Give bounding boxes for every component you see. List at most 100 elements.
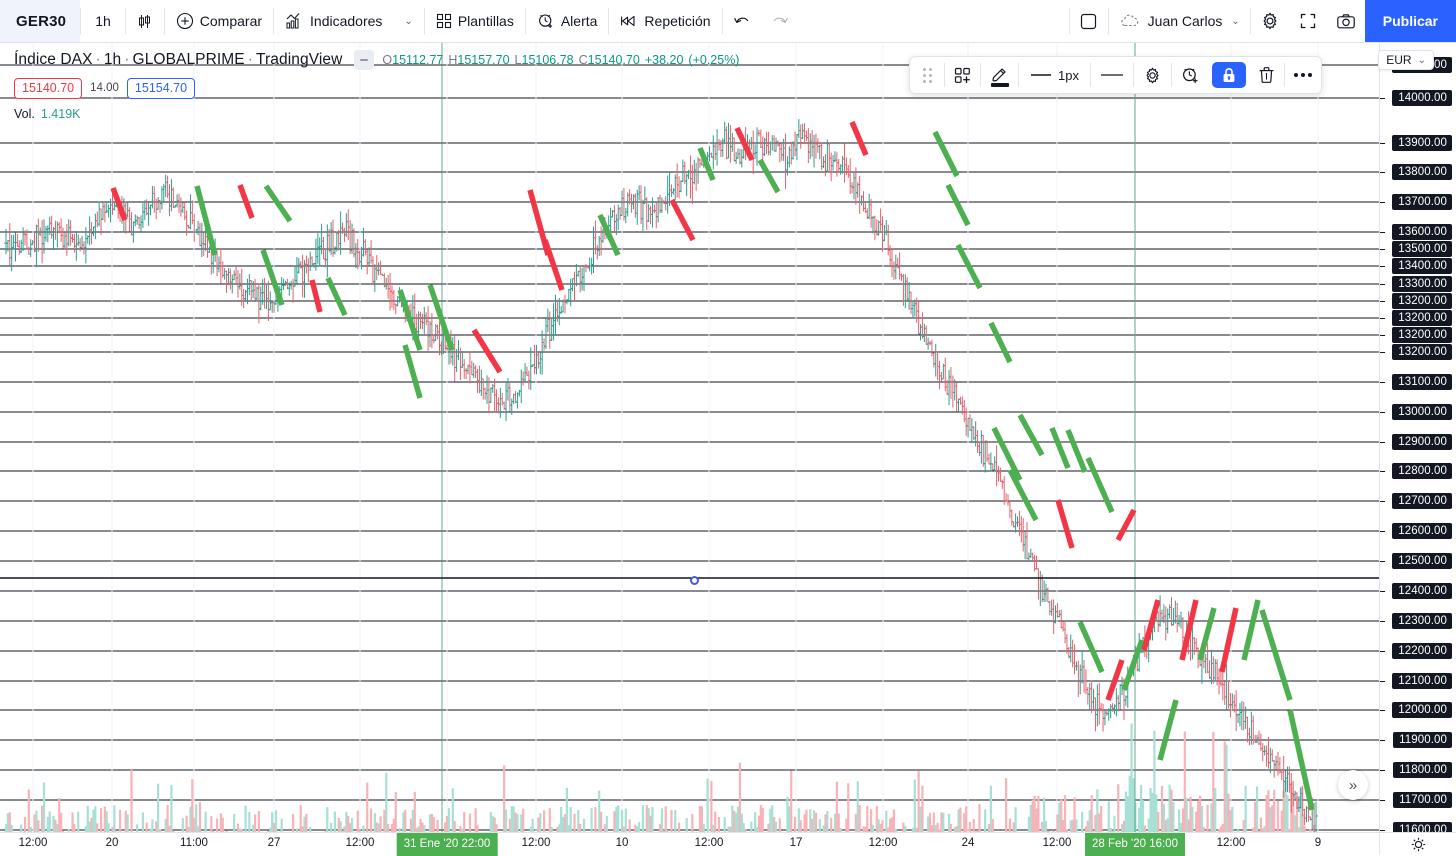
snapshot-button[interactable] [1327, 0, 1365, 42]
floating-drawing-toolbar: 1px [909, 56, 1322, 94]
price-axis-tick [1380, 681, 1385, 682]
currency-selector[interactable]: EUR ⌄ [1378, 50, 1434, 70]
add-alert-button[interactable] [1172, 57, 1209, 93]
replay-label: Repetición [644, 13, 710, 29]
time-axis-label: 24 [962, 837, 975, 849]
price-axis-tick [1380, 266, 1385, 267]
redo-button[interactable] [761, 0, 799, 42]
price-axis-label: 12800.00 [1392, 463, 1452, 479]
price-axis-label: 12300.00 [1392, 613, 1452, 629]
undo-button[interactable] [723, 0, 761, 42]
line-width-button[interactable]: 1px [1019, 57, 1090, 93]
time-axis-label: 10 [616, 837, 629, 849]
lock-drawing-button[interactable] [1212, 62, 1246, 88]
price-axis-label: 12700.00 [1392, 493, 1452, 509]
time-axis-label: 12:00 [346, 837, 375, 849]
interval-button[interactable]: 1h [81, 0, 125, 42]
price-axis-label: 11800.00 [1393, 762, 1452, 778]
chart-settings-button[interactable] [1251, 0, 1289, 42]
alert-label: Alerta [561, 13, 598, 29]
price-axis-label: 12000.00 [1392, 702, 1452, 718]
add-template-button[interactable] [945, 57, 980, 93]
line-style-icon [1100, 71, 1124, 79]
drawing-anchor-point[interactable] [690, 576, 699, 585]
undo-arrow-icon [733, 14, 751, 28]
line-thickness-icon [1030, 71, 1052, 79]
price-axis-tick [1380, 770, 1385, 771]
user-account-button[interactable]: Juan Carlos ⌄ [1109, 0, 1250, 42]
price-axis-tick [1380, 318, 1385, 319]
price-scale[interactable]: 14100.0014000.0013900.0013800.0013700.00… [1379, 43, 1456, 832]
lock-icon [1221, 67, 1237, 84]
scroll-to-realtime-button[interactable]: » [1338, 770, 1368, 800]
chart-canvas[interactable] [0, 43, 1379, 832]
price-axis-label: 12500.00 [1392, 553, 1452, 569]
publish-button[interactable]: Publicar [1365, 0, 1456, 42]
time-axis-label: 12:00 [19, 837, 48, 849]
templates-button[interactable]: Plantillas [425, 0, 525, 42]
indicators-label: Indicadores [310, 13, 382, 29]
toolbar-spacer [799, 0, 1069, 42]
candlestick-icon [136, 13, 153, 30]
compare-button[interactable]: Comparar [165, 0, 273, 42]
symbol-search-button[interactable]: GER30 [0, 0, 80, 42]
price-axis-tick [1380, 232, 1385, 233]
price-axis-label: 13700.00 [1392, 194, 1452, 210]
add-alert-icon [1181, 66, 1200, 85]
price-axis-label: 12600.00 [1392, 523, 1452, 539]
replay-rewind-icon [620, 14, 638, 28]
fullscreen-button[interactable] [1289, 0, 1327, 42]
currency-label: EUR [1386, 53, 1411, 67]
more-horizontal-icon [1294, 73, 1312, 77]
price-axis-tick [1380, 202, 1385, 203]
price-axis-tick [1380, 335, 1385, 336]
indicators-icon [285, 12, 304, 30]
price-axis-label: 12100.00 [1392, 673, 1452, 689]
time-axis-label: 20 [106, 837, 119, 849]
price-axis-tick [1380, 143, 1385, 144]
price-axis-tick [1380, 98, 1385, 99]
indicators-button[interactable]: Indicadores [274, 0, 393, 42]
chart-settings-corner-button[interactable] [1379, 832, 1456, 855]
time-axis-label-highlight: 31 Ene '20 22:00 [397, 833, 498, 856]
delete-drawing-button[interactable] [1249, 57, 1284, 93]
price-axis-label: 11600.00 [1393, 822, 1452, 832]
line-style-button[interactable] [1091, 57, 1133, 93]
drag-handle-icon[interactable] [910, 57, 944, 93]
more-options-button[interactable] [1285, 57, 1321, 93]
symbol-label: GER30 [16, 13, 66, 30]
price-axis-label: 11900.00 [1393, 732, 1452, 748]
chart-settings-icon [1411, 837, 1426, 852]
price-axis-label: 11700.00 [1393, 792, 1452, 808]
price-axis-tick [1380, 412, 1385, 413]
replay-button[interactable]: Repetición [609, 0, 721, 42]
chart-type-button[interactable] [126, 0, 164, 42]
price-axis-tick [1380, 284, 1385, 285]
time-axis-label: 12:00 [522, 837, 551, 849]
chart-plot [0, 43, 1379, 832]
price-axis-tick [1380, 172, 1385, 173]
indicators-dropdown-button[interactable]: ⌄ [393, 0, 423, 42]
price-axis-label: 12400.00 [1392, 583, 1452, 599]
price-axis-tick [1380, 301, 1385, 302]
price-axis-label: 13200.00 [1392, 327, 1452, 343]
drawing-settings-button[interactable] [1134, 57, 1171, 93]
line-color-button[interactable] [981, 57, 1018, 93]
camera-icon [1336, 13, 1356, 30]
publish-label: Publicar [1383, 13, 1438, 29]
add-template-icon [954, 67, 971, 84]
price-axis-label: 13200.00 [1392, 344, 1452, 360]
interval-label: 1h [95, 13, 111, 29]
price-axis-tick [1380, 501, 1385, 502]
price-axis-label: 13100.00 [1392, 374, 1452, 390]
layout-button[interactable] [1070, 0, 1108, 42]
chevron-down-icon: ⌄ [1229, 16, 1241, 27]
alert-button[interactable]: Alerta [526, 0, 609, 42]
price-axis-label: 13900.00 [1392, 135, 1452, 151]
price-axis-tick [1380, 800, 1385, 801]
price-axis-tick [1380, 651, 1385, 652]
price-axis-tick [1380, 352, 1385, 353]
user-name-label: Juan Carlos [1148, 13, 1223, 29]
price-axis-label: 13800.00 [1392, 164, 1452, 180]
